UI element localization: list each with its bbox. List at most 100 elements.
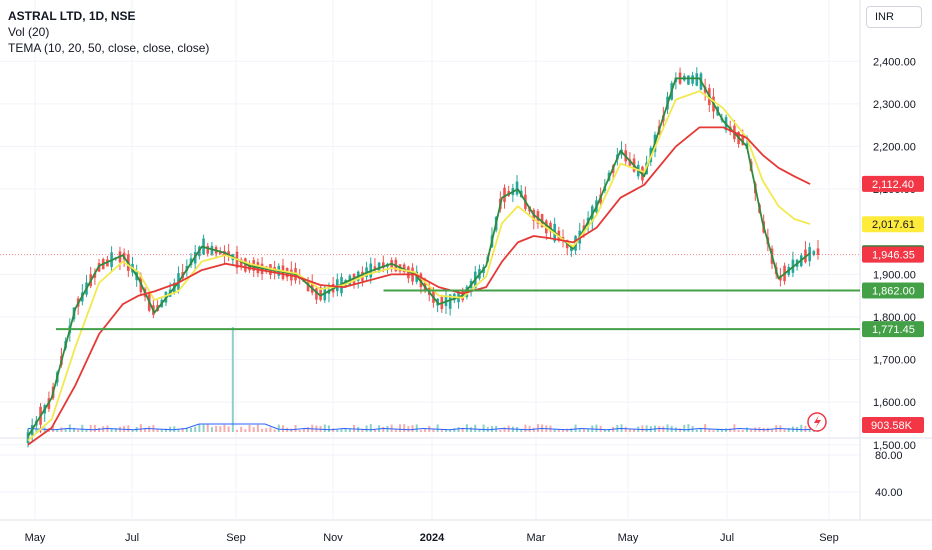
volume-bar (608, 429, 611, 432)
candle-body (687, 75, 690, 85)
y-tick-label: 2,400.00 (873, 56, 916, 68)
lightning-icon-bolt (814, 415, 821, 429)
tema-indicator-label[interactable]: TEMA (10, 20, 50, close, close, close) (8, 41, 210, 55)
y-tick-label: 1,900.00 (873, 269, 916, 281)
volume-bar (202, 424, 205, 432)
volume-bar (499, 429, 502, 432)
x-tick-label: Jul (720, 532, 734, 544)
price-label-text: 1,771.45 (872, 324, 915, 336)
price-label-bg (862, 175, 924, 192)
volume-bar (745, 427, 748, 432)
volume-bar (741, 429, 744, 432)
support-levels (0, 254, 860, 331)
volume-bar (695, 429, 698, 432)
candle-body (448, 294, 452, 309)
volume-bar (570, 428, 573, 432)
volume-bar (382, 426, 385, 432)
volume-bar (482, 424, 485, 432)
volume-bar (156, 429, 159, 432)
volume-bar (89, 425, 92, 432)
volume-bar (716, 428, 719, 432)
symbol-title[interactable]: ASTRAL LTD, 1D, NSE (8, 9, 136, 23)
volume-bar (139, 424, 142, 432)
candle-body (248, 263, 251, 271)
volume-bar (750, 429, 753, 432)
volume-bar (411, 425, 414, 432)
volume-bar (453, 428, 456, 432)
volume-indicator-label[interactable]: Vol (20) (8, 25, 50, 39)
volume-bar (307, 427, 310, 432)
y-tick-label: 1,600.00 (873, 397, 916, 409)
volume-bar (557, 429, 560, 432)
price-label-text: 1,946.35 (872, 250, 915, 262)
volume-bar (181, 427, 184, 432)
volume-bar (215, 426, 218, 432)
candle-body (239, 259, 243, 267)
y-tick-label: 1,800.00 (873, 312, 916, 324)
candle-body (306, 280, 310, 292)
volume-bar (720, 428, 723, 432)
volume-bar (733, 424, 736, 432)
volume-bar (210, 427, 213, 432)
volume-bar (729, 428, 732, 432)
candle-body (206, 245, 210, 254)
volume-bar (281, 425, 284, 432)
x-tick-label: May (25, 532, 46, 544)
volume-bar (754, 427, 757, 432)
volume-bar (269, 427, 272, 432)
volume-bar (114, 428, 117, 432)
time-axis: May Jul Sep Nov 2024 Mar May Jul Sep (25, 532, 839, 544)
volume-bar (194, 426, 197, 432)
volume-bar (81, 424, 84, 432)
candle-body (549, 222, 552, 232)
volume-label-bg (862, 417, 924, 433)
volume-bar (478, 429, 481, 432)
volume-bar (645, 425, 648, 432)
volume-bar (240, 426, 243, 432)
price-label: 1,862.00 (862, 282, 924, 299)
tema-lines (27, 77, 811, 446)
volume-bar (348, 429, 351, 432)
currency-selector[interactable]: INR (866, 6, 922, 28)
volume-bar (294, 424, 297, 432)
volume-bar (687, 424, 690, 432)
volume-bar (332, 428, 335, 432)
price-label: 2,017.61 (862, 216, 924, 233)
candlesticks (26, 67, 820, 448)
volume-bar (582, 428, 585, 432)
candle-body (336, 279, 339, 292)
candle-body (218, 251, 222, 255)
price-label: 1,946.35 (862, 246, 924, 263)
volume-bar (256, 424, 259, 432)
x-tick-label: Sep (226, 532, 246, 544)
volume-bar (708, 428, 711, 432)
volume-bar (35, 428, 38, 432)
y-tick-label: 1,500.00 (873, 440, 916, 452)
price-label-text: 2,017.61 (872, 219, 915, 231)
volume-bar (624, 426, 627, 432)
price-label-text: 2,112.40 (872, 179, 914, 191)
volume-bar (449, 429, 452, 432)
volume-bar (185, 428, 188, 432)
price-label-bg (862, 321, 924, 338)
volume-bar (641, 425, 644, 432)
volume-bar (666, 424, 669, 432)
candle-body (816, 248, 820, 255)
volume-bar (98, 427, 101, 432)
volume-bar (566, 428, 569, 432)
volume-bar (361, 428, 364, 432)
candle-body (407, 266, 410, 279)
volume-bar (198, 424, 201, 432)
volume-bar (231, 327, 234, 432)
volume-bar (327, 425, 330, 432)
volume-bar (440, 428, 443, 432)
volume-bar (658, 426, 661, 432)
volume-bar (470, 427, 473, 432)
volume-bar (60, 427, 63, 432)
volume-bar (457, 427, 460, 432)
volume-bar (265, 428, 268, 432)
volume-bar (399, 424, 402, 432)
volume-bar (403, 424, 406, 432)
volume-bar (323, 424, 326, 432)
